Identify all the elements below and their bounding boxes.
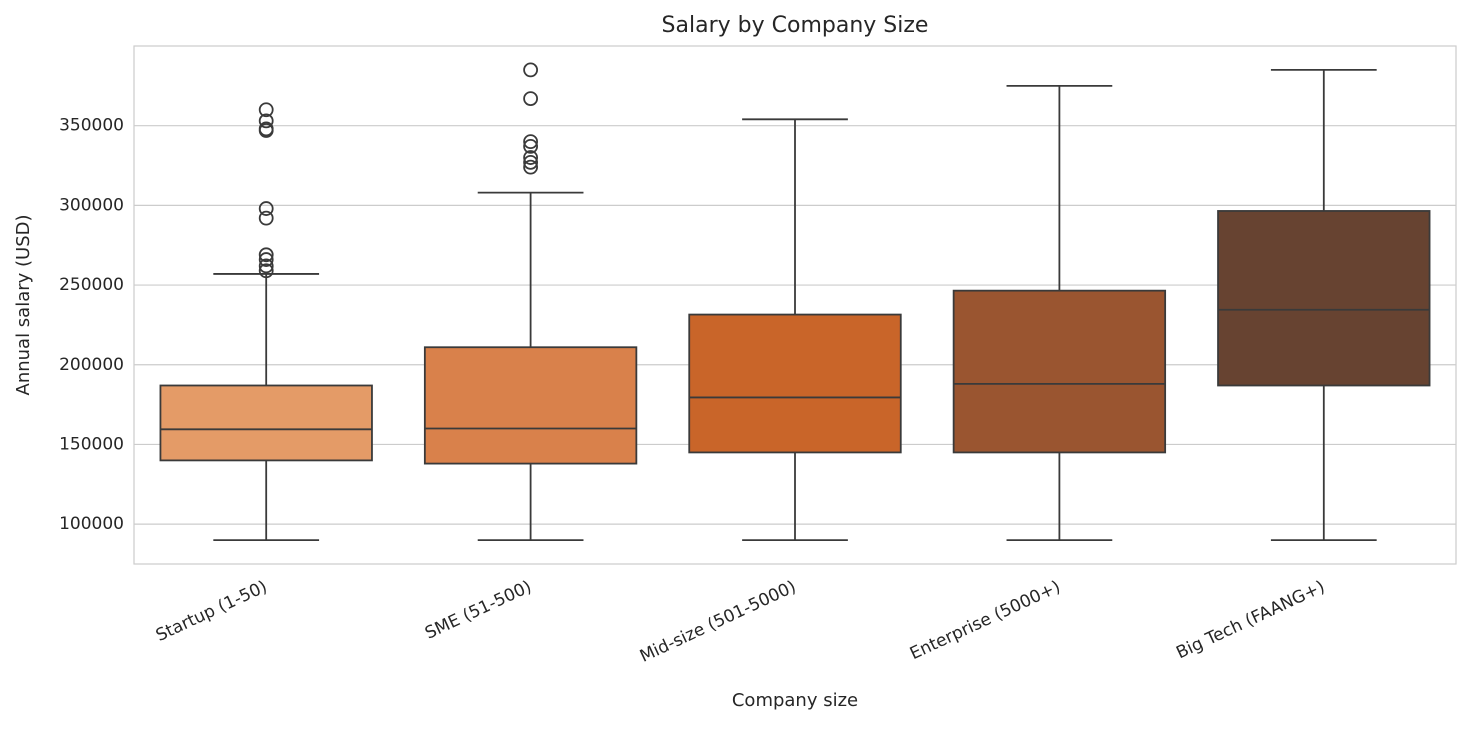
x-tick-label: Big Tech (FAANG+) [1173, 577, 1328, 663]
x-tick-label: Enterprise (5000+) [907, 577, 1064, 664]
chart-title: Salary by Company Size [662, 13, 929, 38]
outlier [258, 123, 274, 138]
y-tick-label: 200000 [59, 355, 124, 375]
outlier [523, 62, 538, 78]
x-axis-label: Company size [732, 690, 858, 711]
y-tick-label: 100000 [59, 514, 124, 534]
y-tick-label: 300000 [59, 195, 124, 215]
y-tick-label: 150000 [59, 434, 124, 454]
box [423, 346, 638, 465]
outlier [258, 247, 274, 263]
x-tick-label: Startup (1-50) [153, 577, 271, 646]
box [688, 313, 902, 454]
x-tick-label: SME (51-500) [422, 577, 535, 644]
outlier [258, 102, 274, 118]
box [952, 289, 1167, 454]
outlier [258, 263, 274, 279]
box [159, 384, 373, 462]
plot-frame [133, 45, 1457, 565]
outlier [523, 91, 538, 106]
outlier [258, 258, 274, 274]
x-tick-label: Mid-size (501-5000) [637, 577, 799, 667]
y-tick-label: 350000 [59, 116, 124, 136]
outlier [258, 201, 274, 216]
outlier [258, 210, 274, 226]
outlier [258, 113, 274, 129]
y-tick-label: 250000 [59, 275, 124, 295]
outlier [523, 150, 538, 165]
y-axis-label: Annual salary (USD) [13, 214, 34, 395]
outlier [523, 154, 538, 170]
box [1217, 210, 1431, 387]
outlier [523, 159, 538, 175]
outlier [258, 252, 274, 267]
outlier [523, 134, 538, 150]
outlier [523, 139, 538, 154]
